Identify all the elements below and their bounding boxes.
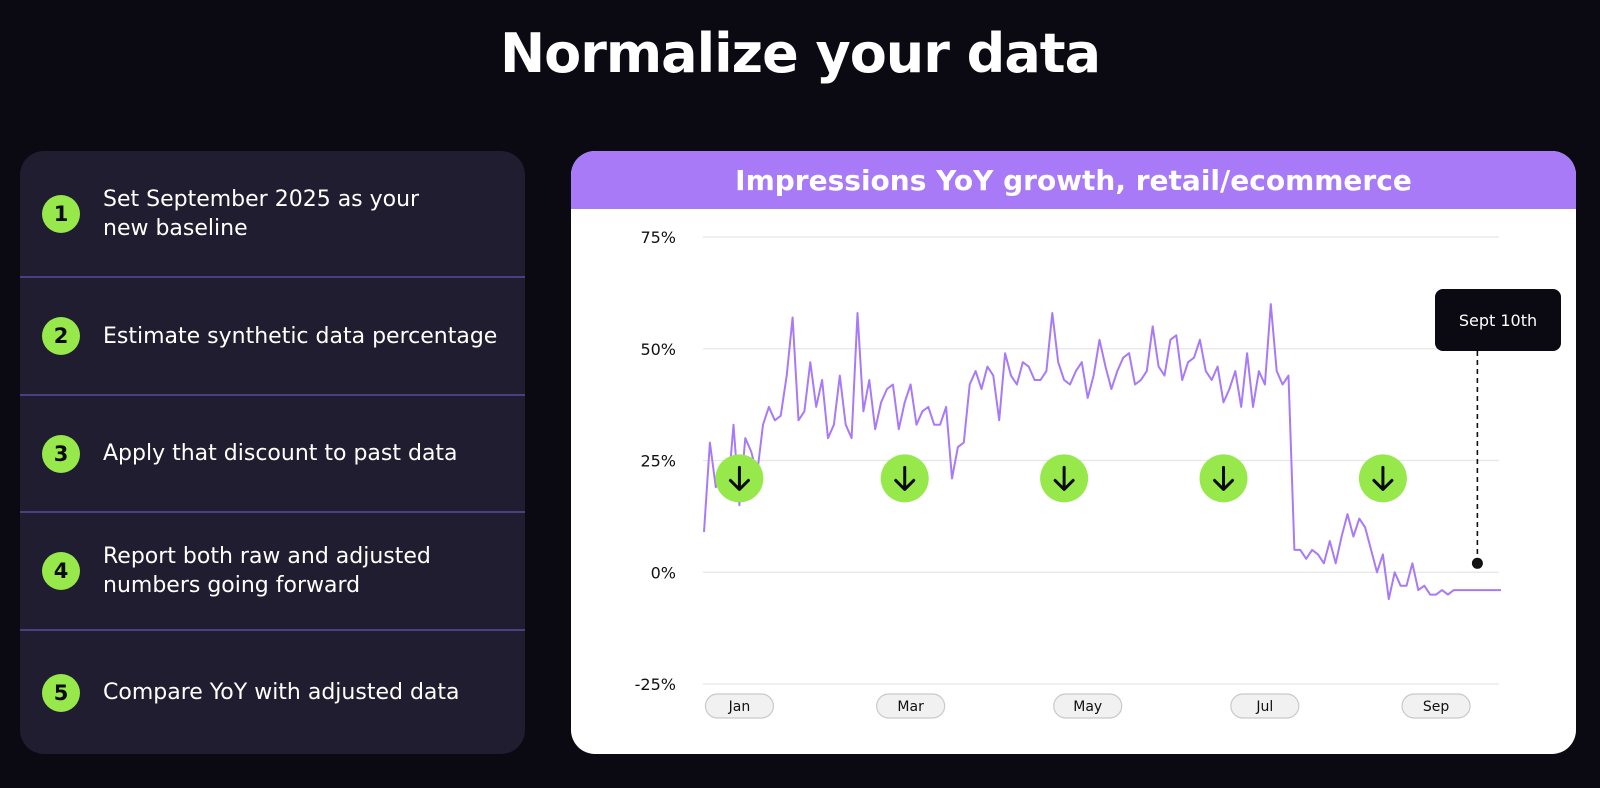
line-chart: 75% 50% 25% 0% -25% Jan Mar May Jul Sep Sept 10th [635, 228, 1561, 719]
x-tick-label: Jul [1255, 699, 1273, 715]
arrow-down-icon [728, 465, 750, 491]
x-tick-label: Sep [1423, 699, 1450, 715]
page-title: Normalize your data [499, 22, 1101, 85]
x-tick-label: May [1073, 699, 1102, 715]
step-text: Set September 2025 as your new baseline [103, 186, 420, 241]
step-3: 3 Apply that discount to past data [20, 396, 525, 513]
step-1: 1 Set September 2025 as your new baselin… [20, 151, 525, 278]
step-text: Apply that discount to past data [103, 441, 458, 466]
x-tick-pill [1401, 693, 1471, 719]
step-text: Compare YoY with adjusted data [103, 680, 460, 705]
y-tick-label: 0% [651, 563, 676, 582]
arrow-down-icon [1372, 465, 1394, 491]
step-number-badge: 2 [42, 317, 80, 355]
callout-point [1471, 557, 1483, 569]
callout-box [1435, 289, 1561, 351]
x-tick-pill [704, 693, 775, 719]
step-number-badge: 4 [42, 552, 80, 590]
chart-card: Impressions YoY growth, retail/ecommerce… [571, 151, 1576, 754]
step-number-badge: 5 [42, 673, 80, 712]
step-number-badge: 1 [42, 194, 80, 233]
y-tick-label: 25% [640, 452, 676, 471]
step-text: Report both raw and adjusted numbers goi… [103, 544, 431, 598]
step-text: Estimate synthetic data percentage [103, 323, 498, 349]
x-tick-pill [1053, 693, 1123, 719]
x-tick-label: Mar [897, 699, 924, 715]
chart-title: Impressions YoY growth, retail/ecommerce [571, 151, 1576, 209]
series-line [703, 303, 1501, 601]
arrow-down-icon [1213, 465, 1235, 491]
step-5: 5 Compare YoY with adjusted data [20, 631, 525, 754]
y-tick-label: -25% [635, 675, 676, 694]
callout-label: Sept 10th [1459, 311, 1537, 330]
step-2: 2 Estimate synthetic data percentage [20, 278, 525, 396]
arrow-down-icon [894, 465, 916, 491]
y-tick-label: 50% [640, 340, 676, 359]
x-tick-pill [1230, 693, 1300, 719]
step-4: 4 Report both raw and adjusted numbers g… [20, 513, 525, 631]
y-tick-label: 75% [640, 228, 676, 247]
arrow-down-icon [1053, 465, 1075, 491]
step-number-badge: 3 [42, 434, 80, 473]
x-tick-label: Jan [728, 699, 751, 715]
x-tick-pill [876, 693, 946, 719]
steps-panel: 1 Set September 2025 as your new baselin… [20, 151, 525, 754]
